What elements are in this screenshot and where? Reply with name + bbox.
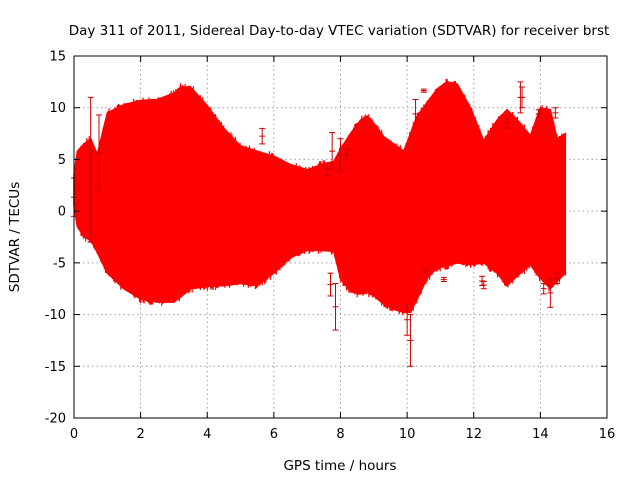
y-tick-label: -10 bbox=[45, 308, 66, 323]
outlier-error-bar bbox=[552, 107, 559, 119]
x-tick-label: 14 bbox=[532, 427, 549, 442]
outlier-error-bar bbox=[329, 132, 336, 171]
outlier-error-bar bbox=[422, 267, 429, 274]
outlier-error-bar bbox=[259, 127, 266, 145]
outlier-error-bar bbox=[420, 88, 427, 93]
outlier-error-bar bbox=[412, 98, 419, 129]
outlier-error-bar bbox=[332, 283, 339, 331]
outlier-error-bar bbox=[519, 86, 526, 109]
x-tick-label: 2 bbox=[136, 427, 144, 442]
y-tick-label: 5 bbox=[58, 153, 66, 168]
outlier-error-bar bbox=[327, 272, 334, 297]
y-tick-label: -5 bbox=[53, 256, 66, 271]
outlier-error-bar bbox=[504, 115, 511, 129]
x-axis-ticks: 0 2 4 6 8 10 12 14 16 bbox=[70, 56, 615, 442]
x-tick-label: 6 bbox=[270, 427, 278, 442]
outlier-error-bar bbox=[87, 96, 94, 243]
outlier-error-bar bbox=[480, 280, 487, 290]
outlier-error-bar bbox=[540, 283, 547, 295]
outlier-error-bar bbox=[404, 303, 411, 336]
outlier-error-bar bbox=[344, 148, 351, 160]
y-tick-label: 15 bbox=[49, 50, 66, 65]
x-axis-title: GPS time / hours bbox=[283, 458, 396, 474]
y-tick-label: 0 bbox=[58, 205, 66, 220]
x-tick-label: 8 bbox=[336, 427, 344, 442]
outlier-error-bar bbox=[95, 114, 102, 191]
x-tick-label: 10 bbox=[399, 427, 416, 442]
y-tick-label: -15 bbox=[45, 360, 66, 375]
chart-title: Day 311 of 2011, Sidereal Day-to-day VTE… bbox=[69, 23, 610, 39]
y-axis-title: SDTVAR / TECUs bbox=[7, 182, 23, 292]
outlier-error-bar bbox=[554, 272, 561, 285]
outlier-error-bar bbox=[407, 314, 414, 367]
outlier-error-bar bbox=[547, 277, 554, 308]
outlier-error-bar bbox=[324, 163, 331, 176]
outlier-error-bar bbox=[440, 276, 447, 282]
outlier-error-bar bbox=[535, 109, 542, 119]
y-tick-label: -20 bbox=[45, 412, 66, 427]
x-tick-label: 0 bbox=[70, 427, 78, 442]
y-tick-label: 10 bbox=[49, 101, 66, 116]
outlier-error-bar bbox=[337, 138, 344, 173]
x-tick-label: 4 bbox=[203, 427, 211, 442]
y-axis-ticks: -20 -15 -10 -5 0 5 10 15 bbox=[45, 50, 607, 427]
x-tick-label: 12 bbox=[465, 427, 482, 442]
x-tick-label: 16 bbox=[599, 427, 616, 442]
